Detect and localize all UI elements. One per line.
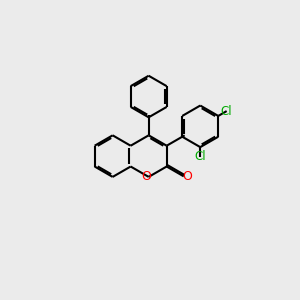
Text: O: O	[141, 170, 151, 183]
Text: Cl: Cl	[221, 105, 232, 118]
Text: O: O	[182, 170, 192, 183]
Text: Cl: Cl	[194, 150, 206, 163]
